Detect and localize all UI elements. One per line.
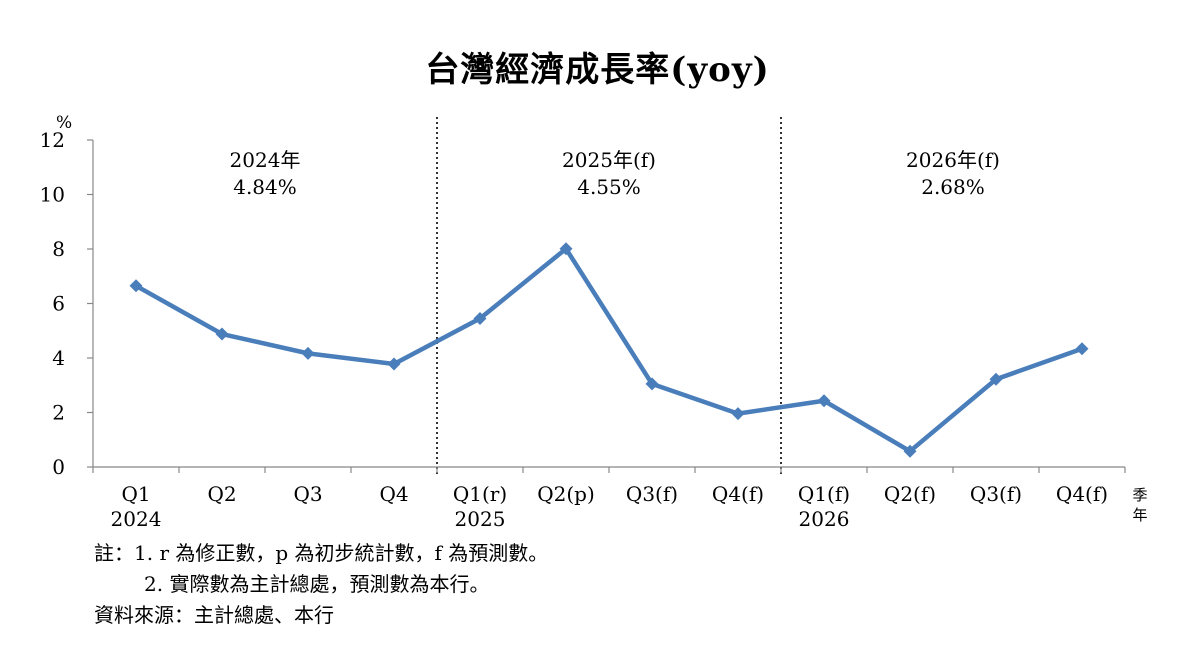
y-tick-label: 4 bbox=[52, 346, 65, 370]
x-axis-label-season: 季 bbox=[1132, 486, 1147, 504]
x-tick-label: Q1(r) bbox=[453, 482, 507, 506]
period-annotations: 2024年 4.84% 2025年(f) 4.55% 2026年(f) 2.68% bbox=[230, 148, 1000, 199]
data-point-marker bbox=[989, 372, 1003, 386]
x-tick-label: Q3(f) bbox=[970, 482, 1022, 506]
data-point-marker bbox=[731, 407, 745, 421]
chart-title: 台灣經濟成長率(yoy) bbox=[425, 50, 770, 90]
x-axis-ticks: Q1 Q2 Q3 Q4 Q1(r) Q2(p) Q3(f) Q4(f) Q1(f) Q2(f) Q3… bbox=[92, 467, 1148, 531]
data-point-marker bbox=[301, 346, 315, 360]
data-point-marker bbox=[129, 279, 143, 293]
source-note: 資料來源：主計總處、本行 bbox=[94, 603, 334, 627]
annotation-year: 2026年(f) bbox=[906, 148, 1000, 172]
annotation-rate: 4.55% bbox=[577, 175, 641, 199]
data-point-marker bbox=[903, 444, 917, 458]
y-tick-label: 10 bbox=[40, 183, 65, 207]
x-tick-label: Q2 bbox=[207, 482, 236, 506]
y-tick-label: 6 bbox=[52, 292, 65, 316]
annotation-rate: 4.84% bbox=[233, 175, 297, 199]
annotation-year: 2024年 bbox=[230, 148, 301, 172]
y-tick-label: 2 bbox=[52, 401, 65, 425]
data-point-marker bbox=[645, 377, 659, 391]
y-axis-ticks: % 0 2 4 6 8 10 12 bbox=[40, 113, 93, 479]
note-2: 2. 實際數為主計總處，預測數為本行。 bbox=[144, 572, 490, 596]
y-unit-label: % bbox=[56, 113, 72, 133]
series-line bbox=[134, 246, 1083, 454]
data-point-marker bbox=[473, 311, 487, 325]
series-layer bbox=[129, 242, 1089, 458]
data-point-marker bbox=[1075, 342, 1089, 356]
annotation-rate: 2.68% bbox=[921, 175, 985, 199]
annotation-year: 2025年(f) bbox=[562, 148, 656, 172]
x-year-label: 2026 bbox=[799, 507, 850, 531]
x-tick-label: Q4(f) bbox=[1056, 482, 1108, 506]
chart-notes: 註：1. r 為修正數，p 為初步統計數，f 為預測數。 2. 實際數為主計總處… bbox=[94, 538, 548, 631]
data-point-marker bbox=[387, 357, 401, 371]
x-tick-label: Q1 bbox=[121, 482, 150, 506]
x-tick-label: Q4 bbox=[379, 482, 408, 506]
data-point-marker bbox=[817, 394, 831, 408]
x-tick-label: Q2(f) bbox=[884, 482, 936, 506]
data-point-marker bbox=[215, 327, 229, 341]
data-point-marker bbox=[559, 242, 573, 256]
x-year-label: 2025 bbox=[455, 507, 506, 531]
x-tick-label: Q2(p) bbox=[537, 482, 595, 506]
x-axis-label-year: 年 bbox=[1132, 506, 1147, 524]
x-tick-label: Q1(f) bbox=[798, 482, 850, 506]
x-tick-label: Q4(f) bbox=[712, 482, 764, 506]
y-tick-label: 0 bbox=[52, 455, 65, 479]
x-year-label: 2024 bbox=[111, 507, 162, 531]
x-tick-label: Q3(f) bbox=[626, 482, 678, 506]
y-tick-label: 12 bbox=[40, 128, 65, 152]
note-1: 註：1. r 為修正數，p 為初步統計數，f 為預測數。 bbox=[94, 541, 549, 565]
x-tick-label: Q3 bbox=[293, 482, 322, 506]
y-tick-label: 8 bbox=[52, 237, 65, 261]
